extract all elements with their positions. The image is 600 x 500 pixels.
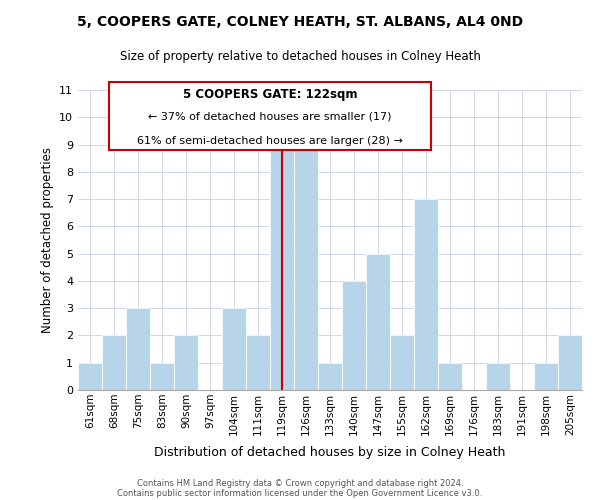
- Bar: [390, 336, 414, 390]
- Text: ← 37% of detached houses are smaller (17): ← 37% of detached houses are smaller (17…: [148, 112, 392, 122]
- Text: 5 COOPERS GATE: 122sqm: 5 COOPERS GATE: 122sqm: [183, 88, 357, 101]
- Bar: [126, 308, 150, 390]
- Bar: [558, 336, 582, 390]
- Bar: [270, 144, 294, 390]
- Bar: [534, 362, 558, 390]
- Bar: [366, 254, 390, 390]
- Text: 5, COOPERS GATE, COLNEY HEATH, ST. ALBANS, AL4 0ND: 5, COOPERS GATE, COLNEY HEATH, ST. ALBAN…: [77, 15, 523, 29]
- Y-axis label: Number of detached properties: Number of detached properties: [41, 147, 53, 333]
- Bar: [102, 336, 126, 390]
- Bar: [342, 281, 366, 390]
- Bar: [174, 336, 198, 390]
- X-axis label: Distribution of detached houses by size in Colney Heath: Distribution of detached houses by size …: [154, 446, 506, 459]
- Bar: [414, 199, 438, 390]
- FancyBboxPatch shape: [109, 82, 431, 150]
- Bar: [246, 336, 270, 390]
- Bar: [318, 362, 342, 390]
- Text: Size of property relative to detached houses in Colney Heath: Size of property relative to detached ho…: [119, 50, 481, 63]
- Bar: [438, 362, 462, 390]
- Text: Contains public sector information licensed under the Open Government Licence v3: Contains public sector information licen…: [118, 488, 482, 498]
- Bar: [78, 362, 102, 390]
- Text: 61% of semi-detached houses are larger (28) →: 61% of semi-detached houses are larger (…: [137, 136, 403, 146]
- Bar: [150, 362, 174, 390]
- Bar: [222, 308, 246, 390]
- Text: Contains HM Land Registry data © Crown copyright and database right 2024.: Contains HM Land Registry data © Crown c…: [137, 478, 463, 488]
- Bar: [486, 362, 510, 390]
- Bar: [294, 144, 318, 390]
